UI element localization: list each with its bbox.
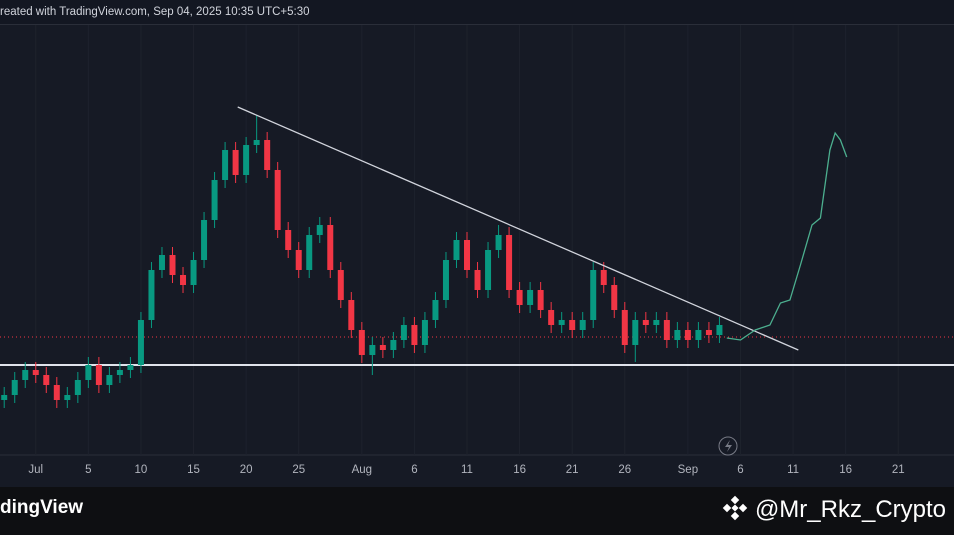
candle-body	[527, 290, 534, 305]
candle-body	[316, 225, 323, 235]
x-tick-label: 16	[839, 464, 852, 476]
candle-body	[705, 330, 712, 335]
chart-bg	[0, 25, 954, 487]
candle-body	[421, 320, 428, 345]
candle-body	[516, 290, 523, 305]
candle-body	[548, 310, 555, 325]
candle-body	[663, 320, 670, 340]
candle-body	[11, 380, 18, 395]
x-tick-label: 15	[187, 464, 200, 476]
watermark: @Mr_Rkz_Crypto	[722, 495, 946, 524]
candle-body	[632, 320, 639, 345]
candle-body	[190, 260, 197, 285]
x-tick-label: Jul	[28, 464, 43, 476]
candle-body	[653, 320, 660, 325]
candle-body	[274, 170, 281, 230]
x-tick-label: 6	[411, 464, 417, 476]
candle-body	[327, 225, 334, 270]
candle-body	[74, 380, 81, 395]
candle-body	[453, 240, 460, 260]
candle-body	[558, 320, 565, 325]
x-tick-label: 25	[292, 464, 305, 476]
logo-text: dingView	[0, 497, 84, 518]
candle-body	[474, 270, 481, 290]
candle-body	[32, 370, 39, 375]
candle-body	[127, 365, 134, 370]
candle-body	[369, 345, 376, 355]
x-tick-label: Sep	[678, 464, 698, 476]
candle-body	[1, 395, 8, 400]
candle-body	[495, 235, 502, 250]
candle-body	[85, 365, 92, 380]
x-tick-label: 16	[513, 464, 526, 476]
candle-body	[116, 370, 123, 375]
candle-body	[642, 320, 649, 325]
candle-body	[201, 220, 208, 260]
x-tick-label: 5	[85, 464, 91, 476]
x-tick-label: 6	[737, 464, 743, 476]
header: reated with TradingView.com, Sep 04, 202…	[0, 0, 954, 25]
candle-body	[674, 330, 681, 340]
candle-body	[148, 270, 155, 320]
candle-body	[295, 250, 302, 270]
candle-body	[337, 270, 344, 300]
candle-body	[379, 345, 386, 350]
candle-body	[232, 150, 239, 175]
candle-body	[95, 365, 102, 385]
candle-body	[253, 140, 260, 145]
candle-body	[464, 240, 471, 270]
candle-body	[537, 290, 544, 310]
candle-body	[611, 285, 618, 310]
candle-body	[695, 330, 702, 340]
candle-body	[569, 320, 576, 330]
binance-icon	[723, 495, 748, 521]
candle-body	[348, 300, 355, 330]
candle-body	[390, 340, 397, 350]
x-tick-label: 21	[892, 464, 905, 476]
chart: Jul 5 10 15 20 25 Aug 6 11 16 21 26 Sep 6 11 16 21	[0, 25, 954, 487]
candle-body	[137, 320, 144, 365]
candle-body	[211, 180, 218, 220]
candle-body	[53, 385, 60, 400]
candle-body	[243, 145, 250, 175]
watermark-text: @Mr_Rkz_Crypto	[754, 496, 946, 523]
candle-body	[180, 275, 187, 285]
candle-body	[506, 235, 513, 290]
alert-icon	[718, 436, 738, 456]
candle-body	[64, 395, 71, 400]
projection-path	[726, 131, 848, 341]
candle-body	[485, 250, 492, 290]
candle-body	[358, 330, 365, 355]
x-tick-label: 10	[135, 464, 148, 476]
candle-body	[600, 270, 607, 285]
candle-body	[22, 370, 29, 380]
candle-body	[442, 260, 449, 300]
candle-body	[621, 310, 628, 345]
trendline	[237, 106, 799, 351]
x-tick-label: 11	[461, 464, 473, 476]
candle-body	[106, 375, 113, 385]
candle-body	[222, 150, 229, 180]
footer: dingView @Mr_Rkz_Crypto	[0, 487, 954, 535]
candle-body	[43, 375, 50, 385]
candle-body	[400, 325, 407, 340]
candle-body	[411, 325, 418, 345]
candle-body	[684, 330, 691, 340]
candle-body	[590, 270, 597, 320]
candle-body	[716, 325, 723, 335]
candle-body	[432, 300, 439, 320]
x-tick-label: 21	[566, 464, 579, 476]
candle-body	[158, 255, 165, 270]
candle-body	[169, 255, 176, 275]
candle-body	[285, 230, 292, 250]
candle-body	[306, 235, 313, 270]
x-tick-label: 26	[618, 464, 631, 476]
candle-body	[579, 320, 586, 330]
x-tick-label: 11	[787, 464, 799, 476]
candle-body	[264, 140, 271, 170]
x-tick-label: Aug	[352, 464, 372, 476]
x-tick-label: 20	[240, 464, 253, 476]
